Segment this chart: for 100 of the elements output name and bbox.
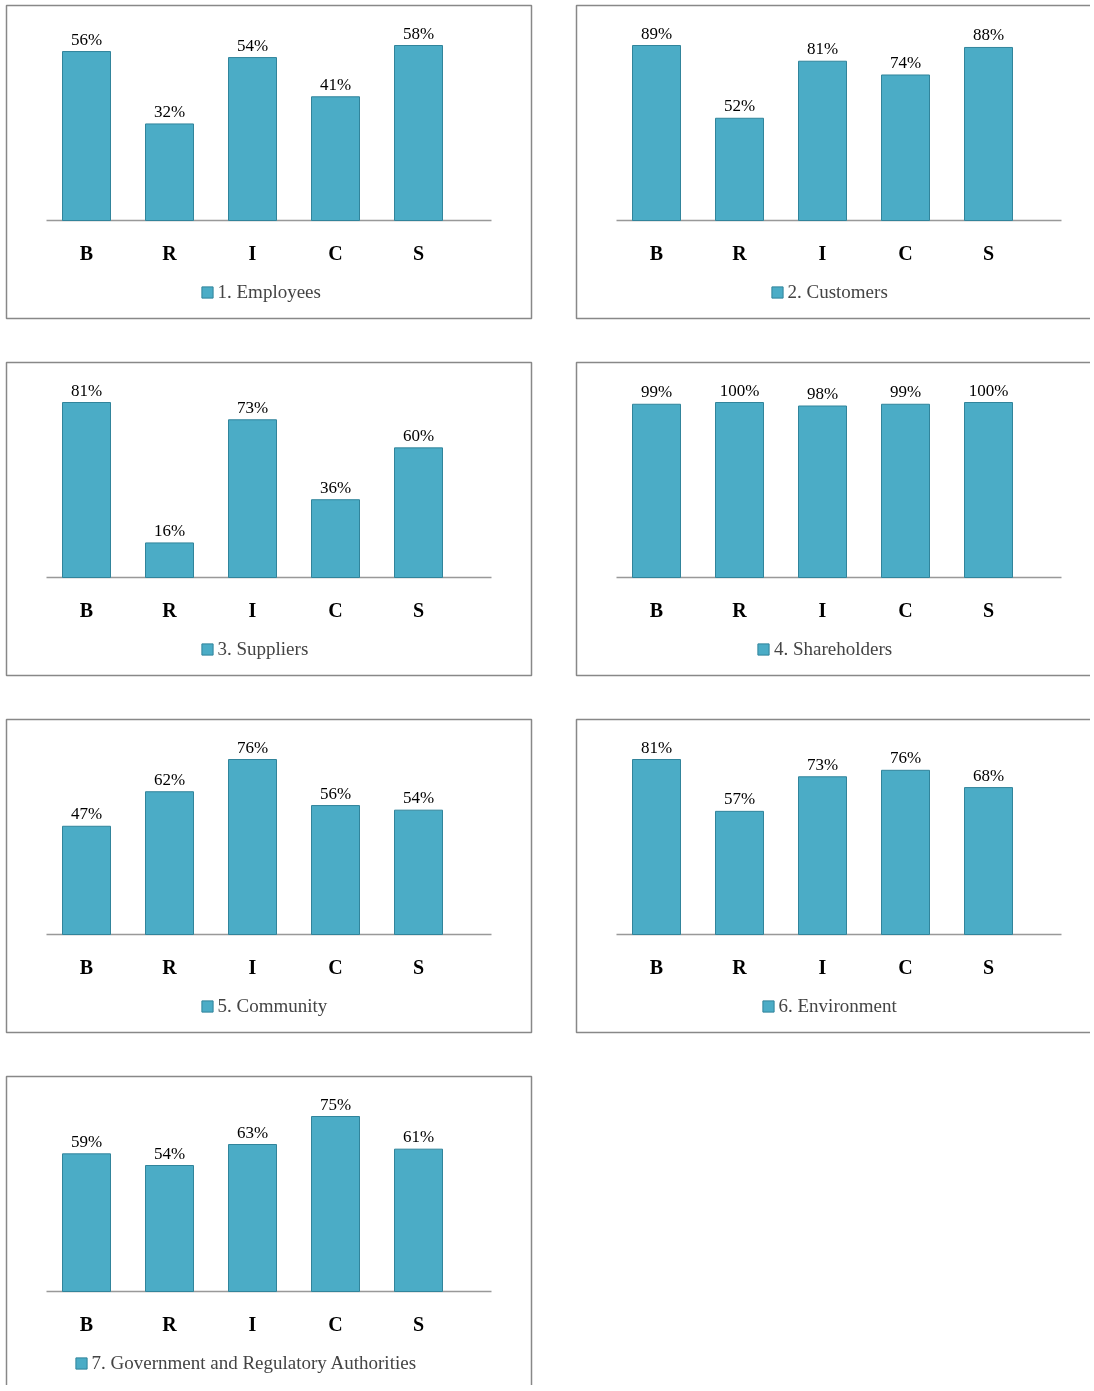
bar xyxy=(62,1153,111,1292)
x-tick-label: S xyxy=(412,1312,425,1335)
bar xyxy=(798,60,847,221)
x-tick-label: S xyxy=(982,241,995,264)
x-tick-label: C xyxy=(328,955,343,978)
x-tick-label: R xyxy=(162,955,178,978)
data-label: 59% xyxy=(70,1131,103,1151)
bar xyxy=(715,810,764,935)
legend-label: 7. Government and Regulatory Authorities xyxy=(91,1352,417,1374)
x-tick-label: I xyxy=(248,241,257,264)
bar xyxy=(394,809,443,935)
x-tick-label: B xyxy=(649,598,664,621)
data-label: 99% xyxy=(889,382,922,402)
data-label: 81% xyxy=(70,380,103,400)
data-label: 60% xyxy=(402,425,435,445)
x-tick-label: B xyxy=(649,241,664,264)
x-tick-label: B xyxy=(79,955,94,978)
x-tick-label: S xyxy=(412,598,425,621)
bar xyxy=(311,96,360,221)
bar xyxy=(62,51,111,221)
data-label: 58% xyxy=(402,23,435,43)
bar xyxy=(964,46,1013,221)
data-label: 89% xyxy=(640,23,673,43)
bar xyxy=(632,45,681,221)
legend-label: 4. Shareholders xyxy=(774,638,893,660)
x-tick-label: C xyxy=(328,598,343,621)
data-label: 32% xyxy=(153,101,186,121)
bar xyxy=(964,787,1013,935)
legend-label: 6. Environment xyxy=(778,995,897,1017)
data-label: 57% xyxy=(723,789,756,809)
x-tick-label: I xyxy=(248,1312,257,1335)
data-label: 100% xyxy=(719,380,760,400)
data-label: 54% xyxy=(236,35,269,55)
data-label: 56% xyxy=(319,783,352,803)
x-tick-label: C xyxy=(898,955,913,978)
data-label: 76% xyxy=(889,748,922,768)
bar xyxy=(632,759,681,935)
bar xyxy=(881,74,930,221)
legend-label: 1. Employees xyxy=(217,281,321,303)
bar xyxy=(715,117,764,221)
x-tick-label: S xyxy=(982,598,995,621)
data-label: 88% xyxy=(972,25,1005,45)
data-label: 54% xyxy=(402,788,435,808)
x-tick-label: R xyxy=(732,598,748,621)
x-tick-label: S xyxy=(982,955,995,978)
data-label: 16% xyxy=(153,520,186,540)
x-tick-label: I xyxy=(248,598,257,621)
bar xyxy=(394,45,443,221)
x-tick-label: I xyxy=(818,598,827,621)
data-label: 76% xyxy=(236,737,269,757)
x-tick-label: I xyxy=(818,955,827,978)
legend-label: 5. Community xyxy=(217,995,328,1017)
data-label: 73% xyxy=(236,397,269,417)
x-tick-label: C xyxy=(328,241,343,264)
x-tick-label: R xyxy=(732,241,748,264)
data-label: 75% xyxy=(319,1094,352,1114)
bar xyxy=(394,1148,443,1292)
x-tick-label: S xyxy=(412,241,425,264)
bar xyxy=(62,825,111,935)
data-label: 52% xyxy=(723,96,756,116)
bar xyxy=(798,776,847,935)
x-tick-label: B xyxy=(79,598,94,621)
x-tick-label: B xyxy=(649,955,664,978)
data-label: 68% xyxy=(972,765,1005,785)
bar xyxy=(228,57,277,221)
legend-label: 2. Customers xyxy=(787,281,888,303)
bar xyxy=(311,805,360,935)
data-label: 61% xyxy=(402,1127,435,1147)
x-tick-label: I xyxy=(818,241,827,264)
x-tick-label: C xyxy=(328,1312,343,1335)
data-label: 99% xyxy=(640,382,673,402)
bar xyxy=(145,123,194,221)
x-tick-label: S xyxy=(412,955,425,978)
bar xyxy=(228,759,277,935)
data-label: 63% xyxy=(236,1122,269,1142)
x-tick-label: B xyxy=(79,241,94,264)
bar xyxy=(145,791,194,935)
x-tick-label: I xyxy=(248,955,257,978)
data-label: 81% xyxy=(806,39,839,59)
data-label: 81% xyxy=(640,737,673,757)
bar xyxy=(311,1116,360,1292)
x-tick-label: R xyxy=(162,1312,178,1335)
data-label: 47% xyxy=(70,804,103,824)
x-tick-label: R xyxy=(162,598,178,621)
data-label: 36% xyxy=(319,477,352,497)
x-tick-label: R xyxy=(162,241,178,264)
x-tick-label: B xyxy=(79,1312,94,1335)
data-label: 56% xyxy=(70,29,103,49)
data-label: 73% xyxy=(806,754,839,774)
bar xyxy=(145,1165,194,1292)
bar xyxy=(145,542,194,578)
legend-label: 3. Suppliers xyxy=(217,638,309,660)
data-label: 74% xyxy=(889,52,922,72)
bar xyxy=(311,499,360,578)
bar xyxy=(228,1144,277,1292)
x-tick-label: R xyxy=(732,955,748,978)
x-tick-label: C xyxy=(898,241,913,264)
bar xyxy=(228,419,277,578)
data-label: 98% xyxy=(806,384,839,403)
bar xyxy=(881,769,930,935)
